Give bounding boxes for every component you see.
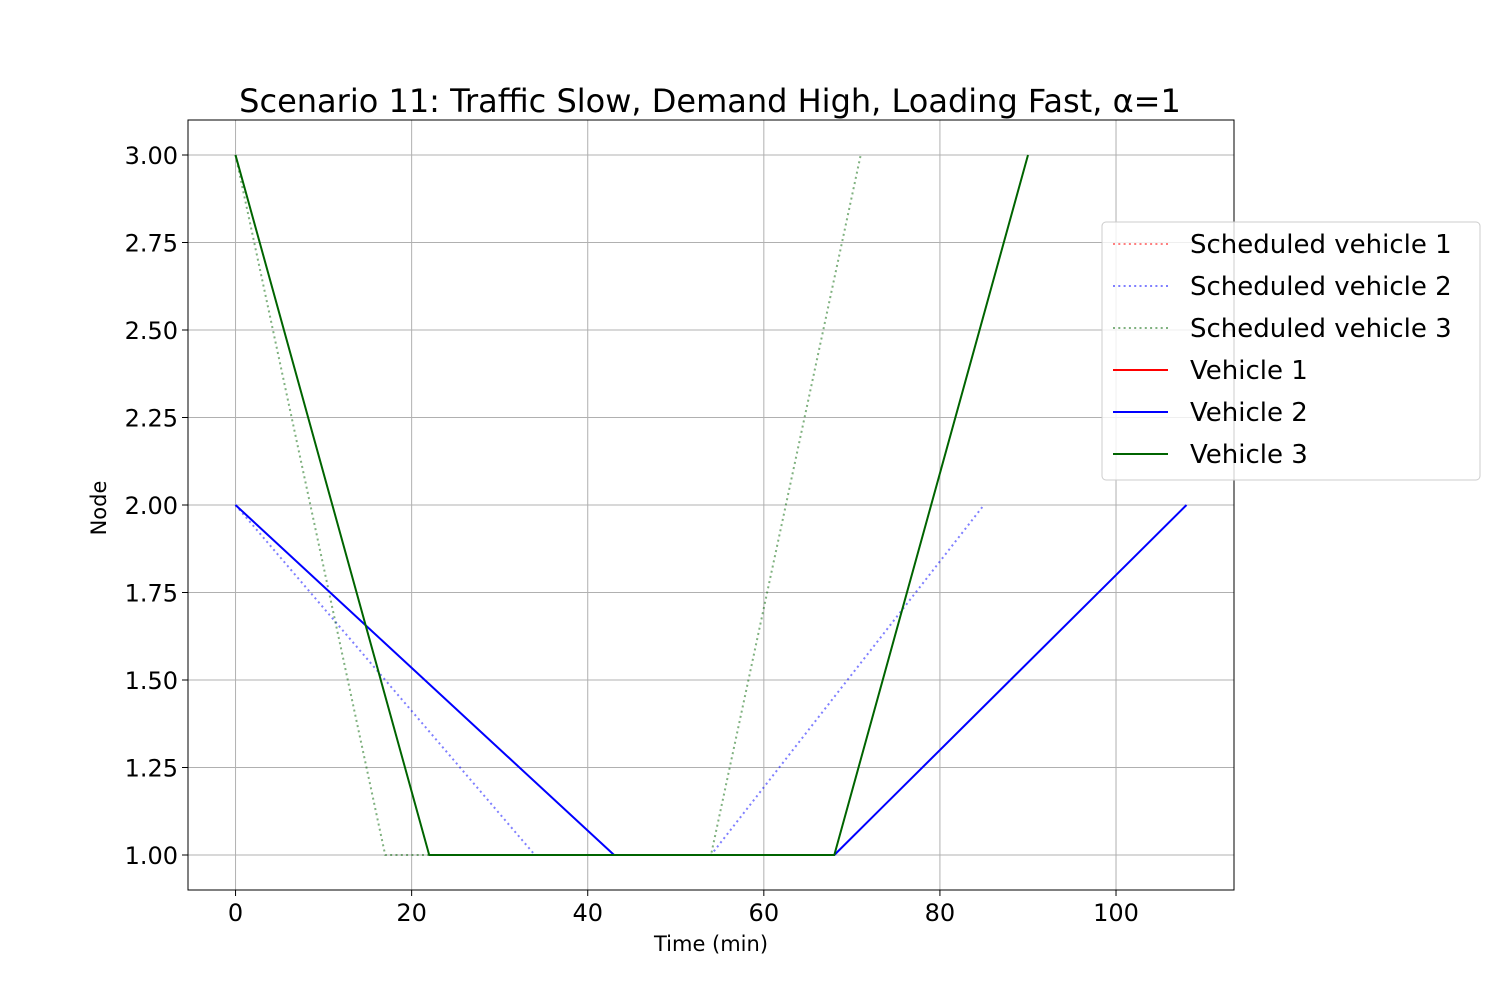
y-tick-label: 2.50: [125, 317, 178, 345]
legend-label-scheduled-vehicle-1: Scheduled vehicle 1: [1190, 230, 1452, 260]
legend-label-scheduled-vehicle-3: Scheduled vehicle 3: [1190, 314, 1452, 344]
x-tick-label: 60: [749, 899, 780, 927]
chart-title: Scenario 11: Traffic Slow, Demand High, …: [239, 82, 1181, 120]
x-tick-label: 40: [572, 899, 603, 927]
y-tick-label: 1.25: [125, 755, 178, 783]
legend-label-vehicle-1: Vehicle 1: [1190, 356, 1308, 386]
x-tick-label: 80: [925, 899, 956, 927]
y-tick-label: 1.50: [125, 667, 178, 695]
legend-label-vehicle-3: Vehicle 3: [1190, 440, 1308, 470]
legend-frame: [1101, 221, 1481, 481]
axis-ticks: 0 20 40 60 80 100 1.00 1.25 1.50 1.75 2.00 2.25 2.50…: [125, 142, 1139, 927]
series-line-scheduled-vehicle-3: [234, 154, 862, 856]
y-tick-label: 2.25: [125, 405, 178, 433]
y-tick-label: 2.00: [125, 492, 178, 520]
series-line-vehicle-3: [234, 154, 1029, 856]
y-tick-label: 1.75: [125, 580, 178, 608]
legend-label-vehicle-2: Vehicle 2: [1190, 398, 1308, 428]
series-lines: [234, 154, 1188, 856]
y-tick-label: 1.00: [125, 842, 178, 870]
y-axis-label: Node: [87, 481, 111, 536]
legend: Scheduled vehicle 1 Scheduled vehicle 2 Sc…: [1101, 221, 1481, 481]
x-axis-label: Time (min): [653, 932, 768, 956]
x-tick-label: 20: [396, 899, 427, 927]
y-tick-label: 2.75: [125, 230, 178, 258]
legend-label-scheduled-vehicle-2: Scheduled vehicle 2: [1190, 272, 1452, 302]
y-tick-label: 3.00: [125, 142, 178, 170]
x-tick-label: 0: [228, 899, 243, 927]
x-tick-label: 100: [1093, 899, 1139, 927]
